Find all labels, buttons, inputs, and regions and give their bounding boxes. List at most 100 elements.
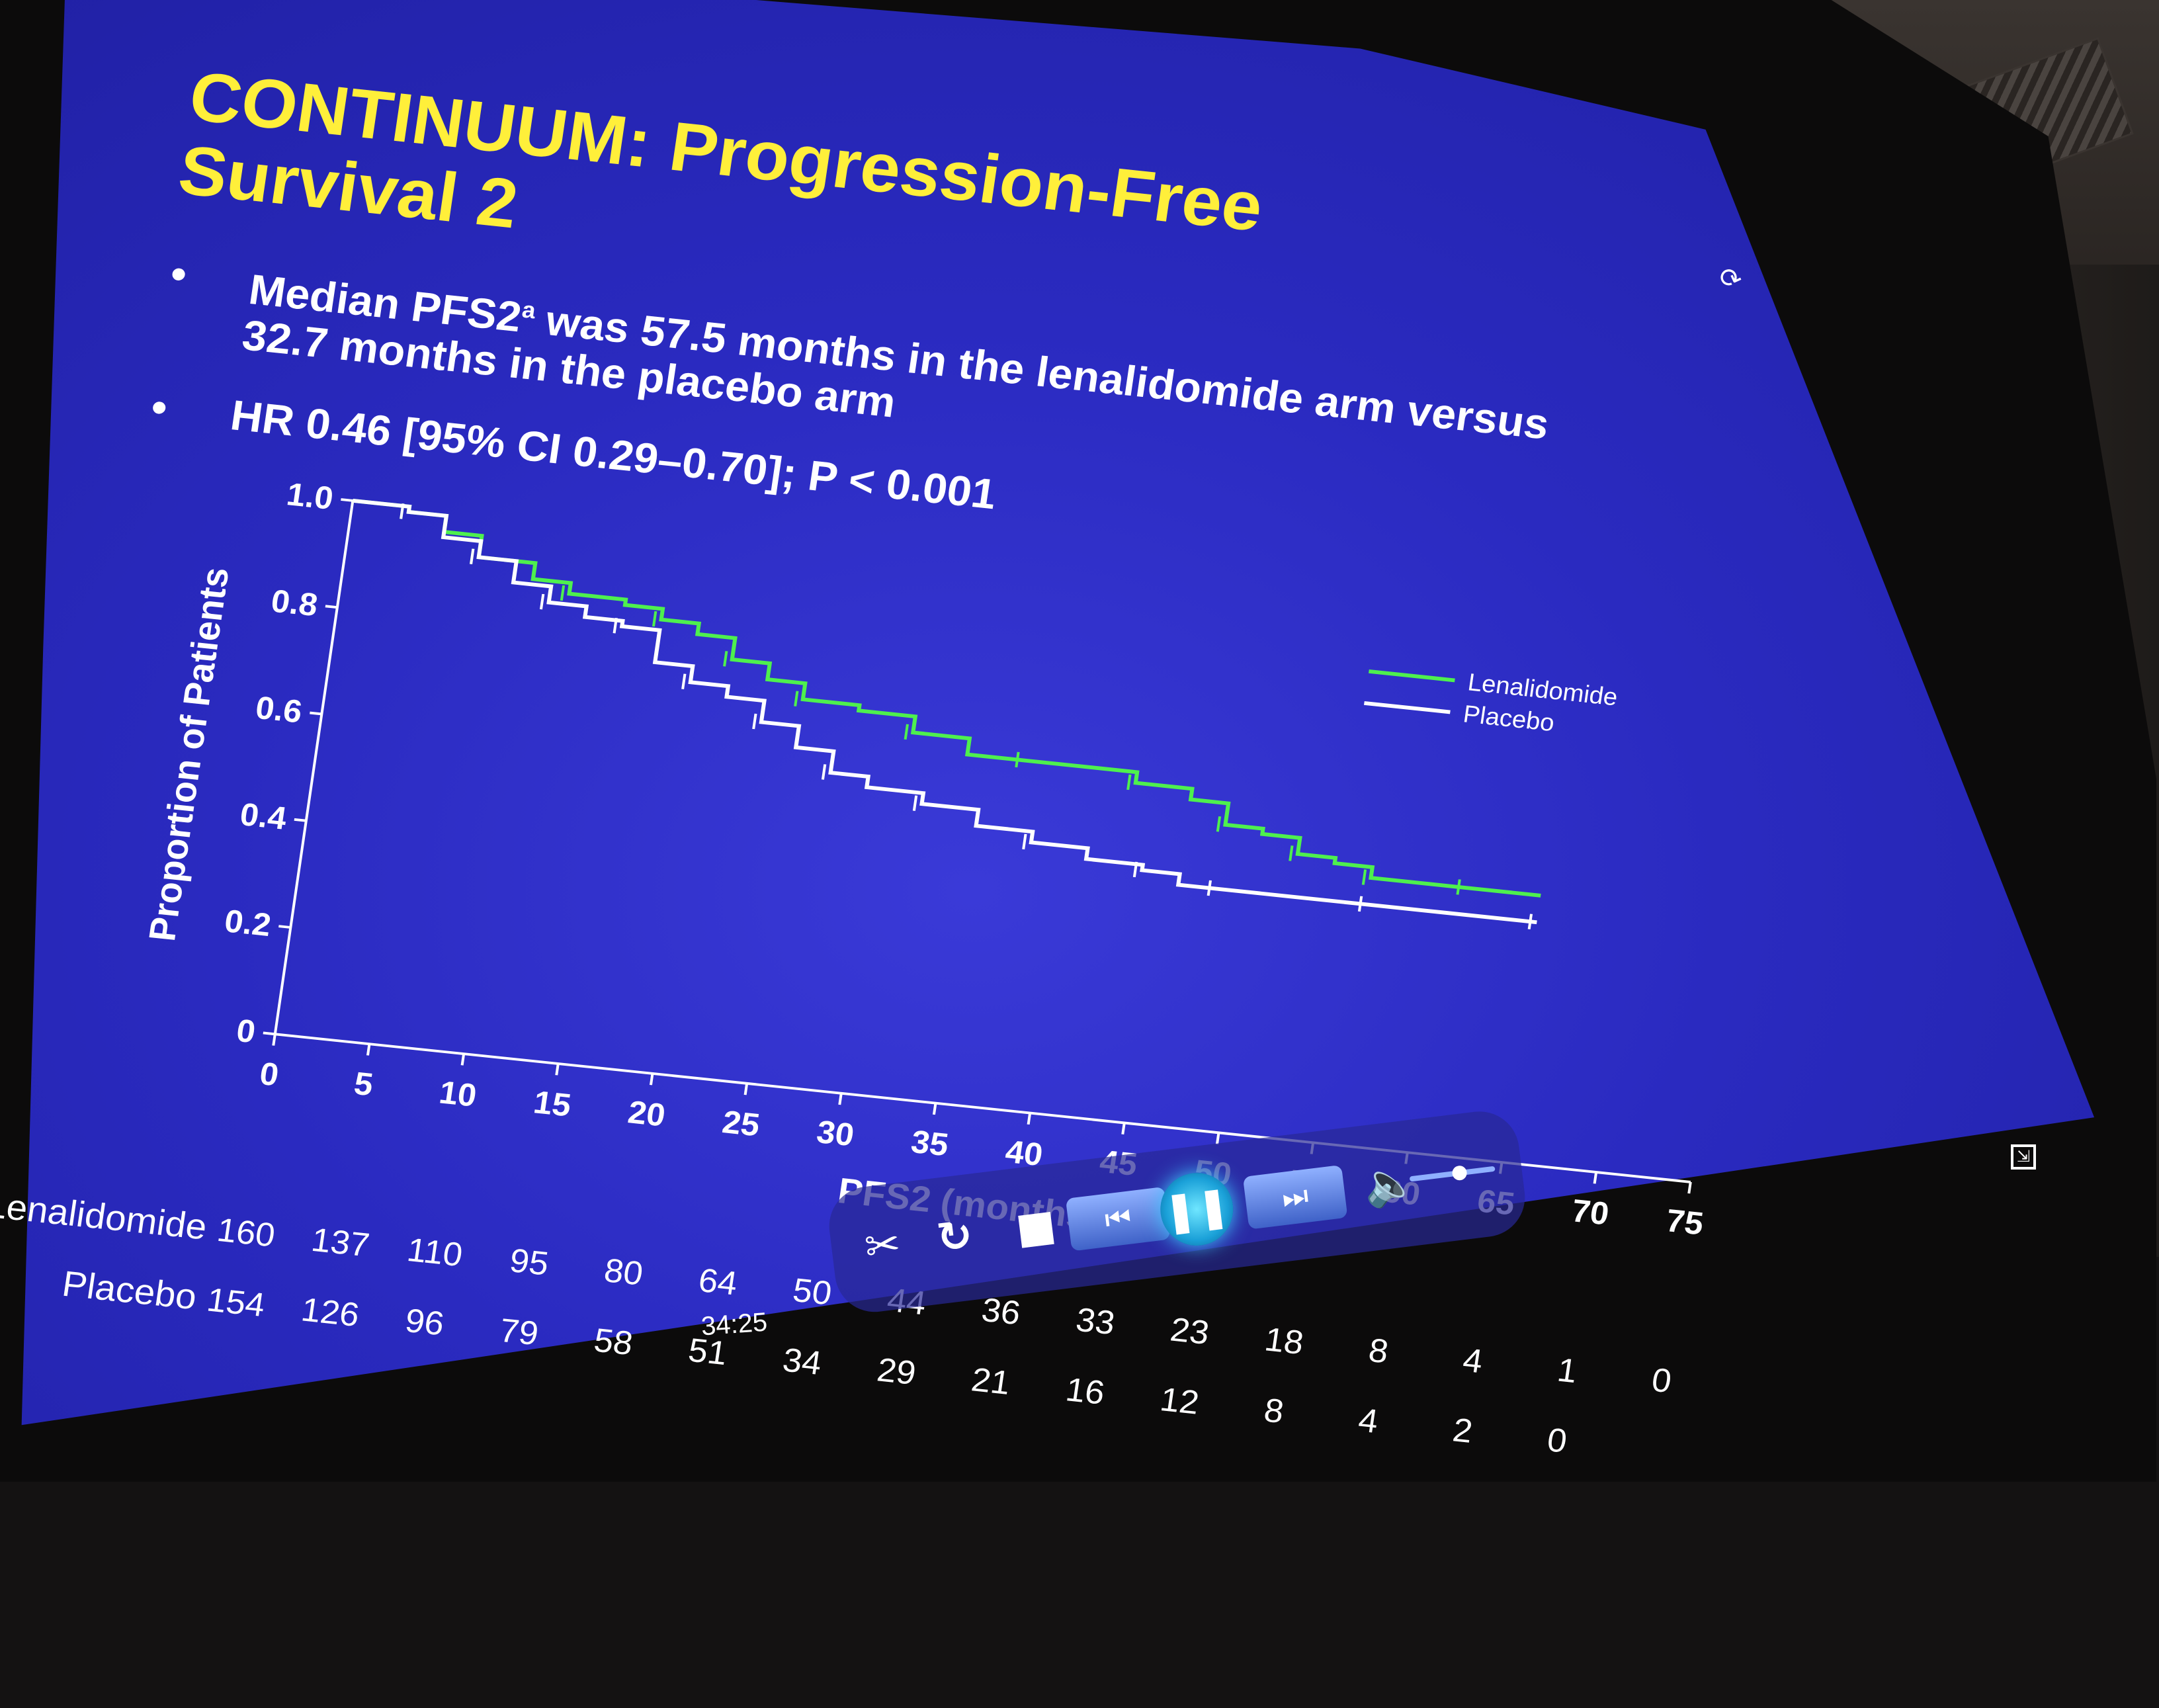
censor-mark [560,585,566,601]
censor-mark [1289,845,1294,861]
tools-icon[interactable]: ✂ [862,1219,904,1273]
x-tick-label: 70 [1570,1193,1611,1232]
at-risk-value: 96 [403,1301,446,1342]
y-tick-mark [294,818,307,822]
x-tick-label: 30 [814,1114,856,1153]
at-risk-value: 23 [1168,1310,1212,1351]
loop-icon[interactable]: ↻ [934,1210,976,1263]
censor-mark [400,503,405,519]
x-tick-mark [932,1103,937,1115]
censor-mark [821,764,827,780]
legend-swatch [1368,669,1455,683]
censor-mark [652,611,657,627]
x-tick-mark [649,1073,654,1086]
at-risk-value: 16 [1064,1370,1107,1411]
legend-label: Placebo [1461,700,1556,736]
x-tick-label: 20 [626,1094,667,1133]
censor-mark [1456,879,1461,895]
at-risk-value: 4 [1460,1341,1485,1380]
y-tick-label: 0.6 [253,690,304,730]
km-chart: 00.20.40.60.81.0051015202530354045505560… [0,476,1706,1460]
x-tick-label: 5 [352,1066,376,1103]
x-tick-mark [1027,1113,1032,1125]
x-tick-mark [1593,1172,1598,1184]
at-risk-value: 126 [299,1290,362,1333]
censor-mark [794,691,799,706]
censor-mark [470,548,475,564]
censor-mark [1015,751,1020,768]
at-risk-value: 18 [1262,1320,1306,1361]
censor-mark [1357,896,1363,912]
x-tick-mark [555,1063,560,1076]
at-risk-value: 8 [1367,1331,1391,1370]
volume-track[interactable] [1409,1165,1496,1182]
series-line-placebo [352,499,1537,925]
at-risk-value: 58 [591,1321,635,1362]
play-pause-button[interactable]: ❚❚ [1156,1168,1238,1250]
y-tick-label: 0.8 [269,583,319,623]
y-tick-label: 0 [234,1013,258,1050]
at-risk-value: 160 [215,1211,278,1254]
x-tick-mark [460,1053,466,1066]
x-tick-mark [1687,1181,1692,1194]
pause-icon: ❚❚ [1161,1182,1233,1236]
at-risk-value: 33 [1074,1301,1117,1342]
at-risk-row-label: Placebo [60,1263,199,1317]
volume-knob[interactable] [1451,1165,1468,1181]
x-tick-mark [1215,1132,1220,1144]
censor-mark [1022,833,1027,850]
censor-mark [1361,869,1367,885]
x-tick-mark [272,1034,276,1046]
at-risk-value: 29 [874,1350,918,1391]
at-risk-value: 95 [507,1241,551,1282]
y-axis-title: Proportion of Patients [141,566,237,943]
at-risk-value: 50 [790,1271,834,1312]
censor-mark [539,593,545,610]
at-risk-value: 51 [686,1331,730,1372]
at-risk-value: 8 [1262,1390,1287,1430]
censor-mark [752,713,757,730]
x-tick-label: 25 [720,1104,762,1143]
y-tick-label: 0.4 [237,796,289,837]
censor-mark [1132,861,1138,878]
at-risk-value: 64 [696,1261,740,1302]
y-tick-mark [341,498,353,502]
censor-mark [681,673,687,689]
censor-mark [912,795,918,811]
fullscreen-icon[interactable]: ⇲ [2011,1144,2036,1170]
y-tick-mark [278,925,291,929]
y-tick-mark [310,711,322,716]
at-risk-value: 1 [1555,1351,1580,1390]
elapsed-time: 34:25 [700,1307,769,1342]
at-risk-value: 12 [1158,1380,1201,1421]
x-tick-mark [743,1083,749,1095]
previous-icon: ⏮ [1103,1200,1133,1237]
x-tick-label: 10 [437,1074,479,1113]
at-risk-value: 0 [1650,1361,1674,1400]
censor-mark [904,724,909,740]
at-risk-value: 110 [405,1230,465,1273]
y-tick-label: 1.0 [284,476,335,517]
at-risk-value: 137 [309,1220,372,1263]
stop-icon[interactable]: ■ [1013,1200,1059,1254]
at-risk-value: 80 [602,1251,646,1292]
at-risk-value: 0 [1545,1420,1570,1459]
x-tick-label: 15 [531,1084,573,1123]
at-risk-value: 34 [781,1340,824,1381]
x-tick-mark [838,1093,843,1105]
x-tick-label: 0 [257,1056,281,1093]
at-risk-value: 2 [1451,1410,1475,1449]
x-tick-label: 75 [1664,1203,1705,1242]
censor-mark [723,651,728,667]
at-risk-value: 154 [204,1280,267,1323]
censor-mark [613,617,618,634]
y-axis-line [273,500,355,1035]
y-tick-label: 0.2 [222,903,273,943]
x-tick-mark [366,1043,371,1056]
y-tick-mark [263,1031,276,1036]
censor-mark [1216,816,1222,832]
previous-button[interactable]: ⏮ [1065,1186,1171,1252]
y-tick-mark [325,605,338,609]
censor-mark [1527,914,1533,929]
series-line-lenalidomide [352,499,1541,898]
